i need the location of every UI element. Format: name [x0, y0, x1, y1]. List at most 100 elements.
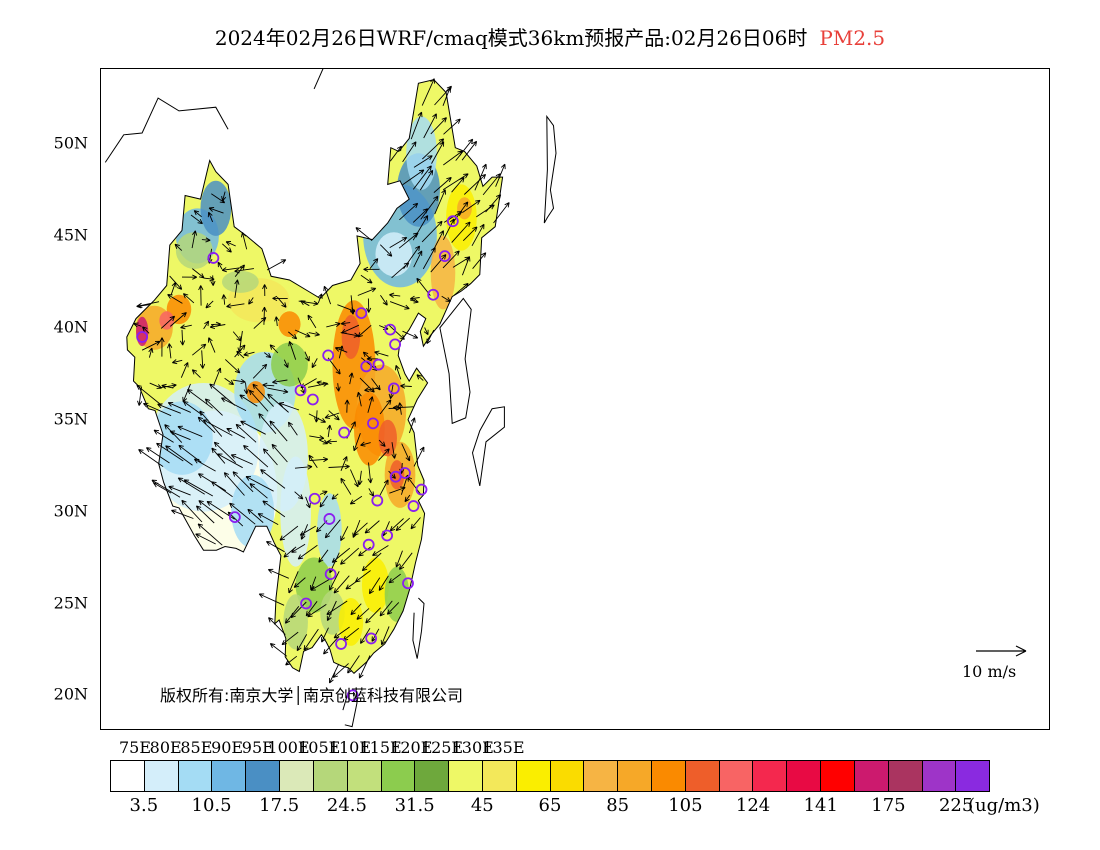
wind-arrow: [226, 427, 246, 439]
wind-arrow: [190, 214, 203, 225]
lon-label: 120E: [390, 738, 433, 757]
wind-arrow: [400, 383, 412, 389]
wind-arrow: [401, 443, 411, 462]
wind-arrow: [421, 78, 435, 106]
wind-arrow: [266, 259, 287, 271]
wind-arrow: [266, 541, 285, 553]
colorbar-cell: [516, 761, 551, 791]
wind-arrow: [211, 481, 233, 498]
wind-arrow: [269, 344, 279, 354]
wind-arrow: [392, 405, 414, 411]
wind-arrow: [340, 477, 352, 495]
colorbar-cell: [821, 761, 855, 791]
wind-arrow: [198, 285, 204, 306]
scale-arrow-shape: [976, 645, 1027, 657]
wind-arrow: [304, 351, 310, 362]
wind-arrow: [328, 464, 350, 470]
wind-arrow: [364, 387, 379, 393]
wind-arrow: [240, 232, 248, 250]
station-marker: [324, 568, 337, 580]
wind-arrow: [323, 635, 340, 655]
wind-arrow: [180, 362, 189, 378]
wind-arrow: [235, 423, 257, 443]
wind-arrow: [288, 331, 298, 340]
wind-arrow: [262, 382, 275, 388]
station-marker: [360, 360, 373, 373]
wind-arrow: [202, 419, 233, 436]
wind-arrow: [133, 322, 142, 328]
wind-arrow: [311, 358, 318, 369]
wind-arrow: [350, 603, 362, 616]
wind-scale-arrow: [976, 645, 1027, 657]
wind-arrow: [267, 568, 289, 579]
wind-arrow: [249, 483, 268, 499]
map-frame: [100, 68, 1050, 730]
wind-arrow: [192, 268, 205, 279]
coastline: [412, 597, 425, 659]
wind-arrow: [204, 398, 223, 416]
wind-arrow: [495, 163, 506, 187]
station-marker: [228, 511, 241, 524]
wind-arrow: [313, 410, 320, 423]
wind-arrow: [232, 378, 246, 385]
wind-arrow: [333, 626, 350, 639]
wind-arrow: [136, 384, 162, 406]
colorbar-tick-label: 175: [871, 795, 906, 816]
station-marker: [323, 513, 336, 525]
wind-arrow: [252, 363, 268, 379]
wind-arrow: [366, 356, 379, 362]
lon-label: 85E: [180, 738, 213, 757]
colorbar-cell: [584, 761, 619, 791]
wind-arrow: [183, 400, 203, 416]
wind-arrow: [225, 241, 236, 247]
wind-arrow: [326, 439, 337, 445]
station-marker: [338, 426, 351, 439]
wind-arrow: [262, 500, 286, 518]
wind-arrow: [221, 397, 247, 412]
wind-arrow: [399, 552, 413, 570]
lon-label: 130E: [451, 738, 494, 757]
colorbar-cell: [178, 761, 213, 791]
colorbar-cell: [347, 761, 382, 791]
wind-arrow: [416, 374, 424, 381]
coastline: [543, 114, 557, 224]
wind-arrow: [167, 294, 183, 304]
wind-arrow: [357, 470, 363, 486]
wind-arrow: [410, 517, 421, 530]
wind-arrow: [344, 399, 350, 413]
station-marker: [427, 288, 440, 301]
wind-arrow: [455, 138, 474, 161]
wind-arrow: [294, 464, 313, 470]
wind-arrow: [269, 420, 288, 442]
wind-arrow: [474, 163, 487, 191]
wind-arrow: [197, 523, 223, 546]
wind-arrow: [221, 191, 227, 202]
wind-arrow: [198, 500, 224, 520]
colorbar-cell: [550, 761, 585, 791]
wind-arrow: [389, 237, 408, 248]
wind-arrow: [207, 337, 216, 353]
wind-arrow: [180, 324, 192, 330]
title-text: 2024年02月26日WRF/cmaq模式36km预报产品:02月26日06时: [214, 26, 808, 50]
wind-arrow: [213, 367, 222, 386]
wind-arrow: [340, 456, 348, 471]
wind-arrow: [441, 295, 451, 303]
wind-arrow: [412, 215, 429, 241]
colorbar-tick-label: 225: [938, 795, 974, 816]
wind-arrow: [181, 274, 197, 280]
coastline: [313, 69, 324, 90]
wind-arrow: [359, 377, 375, 393]
wind-arrow: [354, 570, 371, 583]
wind-arrow: [378, 448, 390, 461]
wind-arrow: [248, 297, 254, 305]
station-marker: [306, 393, 319, 406]
wind-arrow: [264, 352, 272, 359]
wind-arrow: [378, 439, 386, 447]
station-marker: [384, 323, 397, 336]
wind-arrow: [243, 382, 249, 395]
wind-arrow: [267, 393, 289, 413]
wind-arrow: [326, 600, 348, 615]
wind-arrow: [210, 275, 216, 286]
concentration-blob: [338, 597, 364, 646]
wind-arrow: [363, 266, 380, 272]
